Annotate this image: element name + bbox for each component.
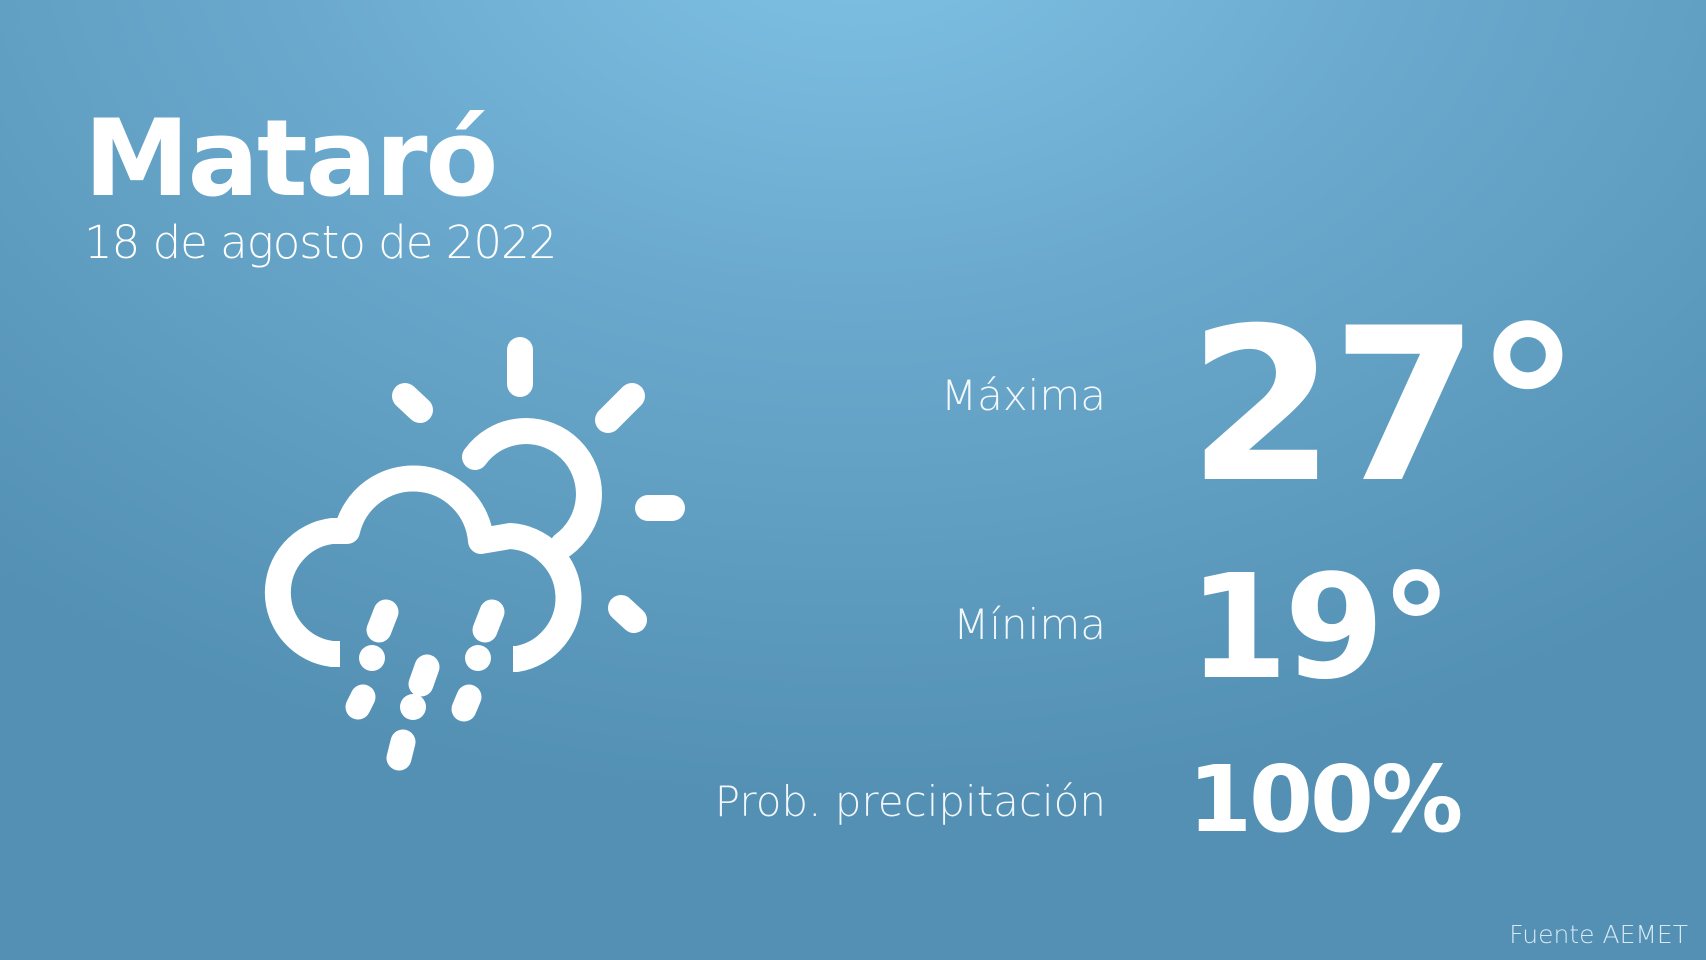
sun-cloud-rain-hail-icon [264,337,685,771]
max-label: Máxima [940,371,1106,420]
forecast-date: 18 de agosto de 2022 [84,216,557,269]
source-credit: Fuente AEMET [1509,920,1688,949]
city-title: Mataró [84,97,498,220]
precip-label: Prob. precipitación [714,777,1106,826]
min-value: 19° [1188,543,1452,711]
min-label: Mínima [953,600,1106,649]
max-value: 27° [1188,282,1581,529]
precip-value: 100% [1188,746,1463,853]
